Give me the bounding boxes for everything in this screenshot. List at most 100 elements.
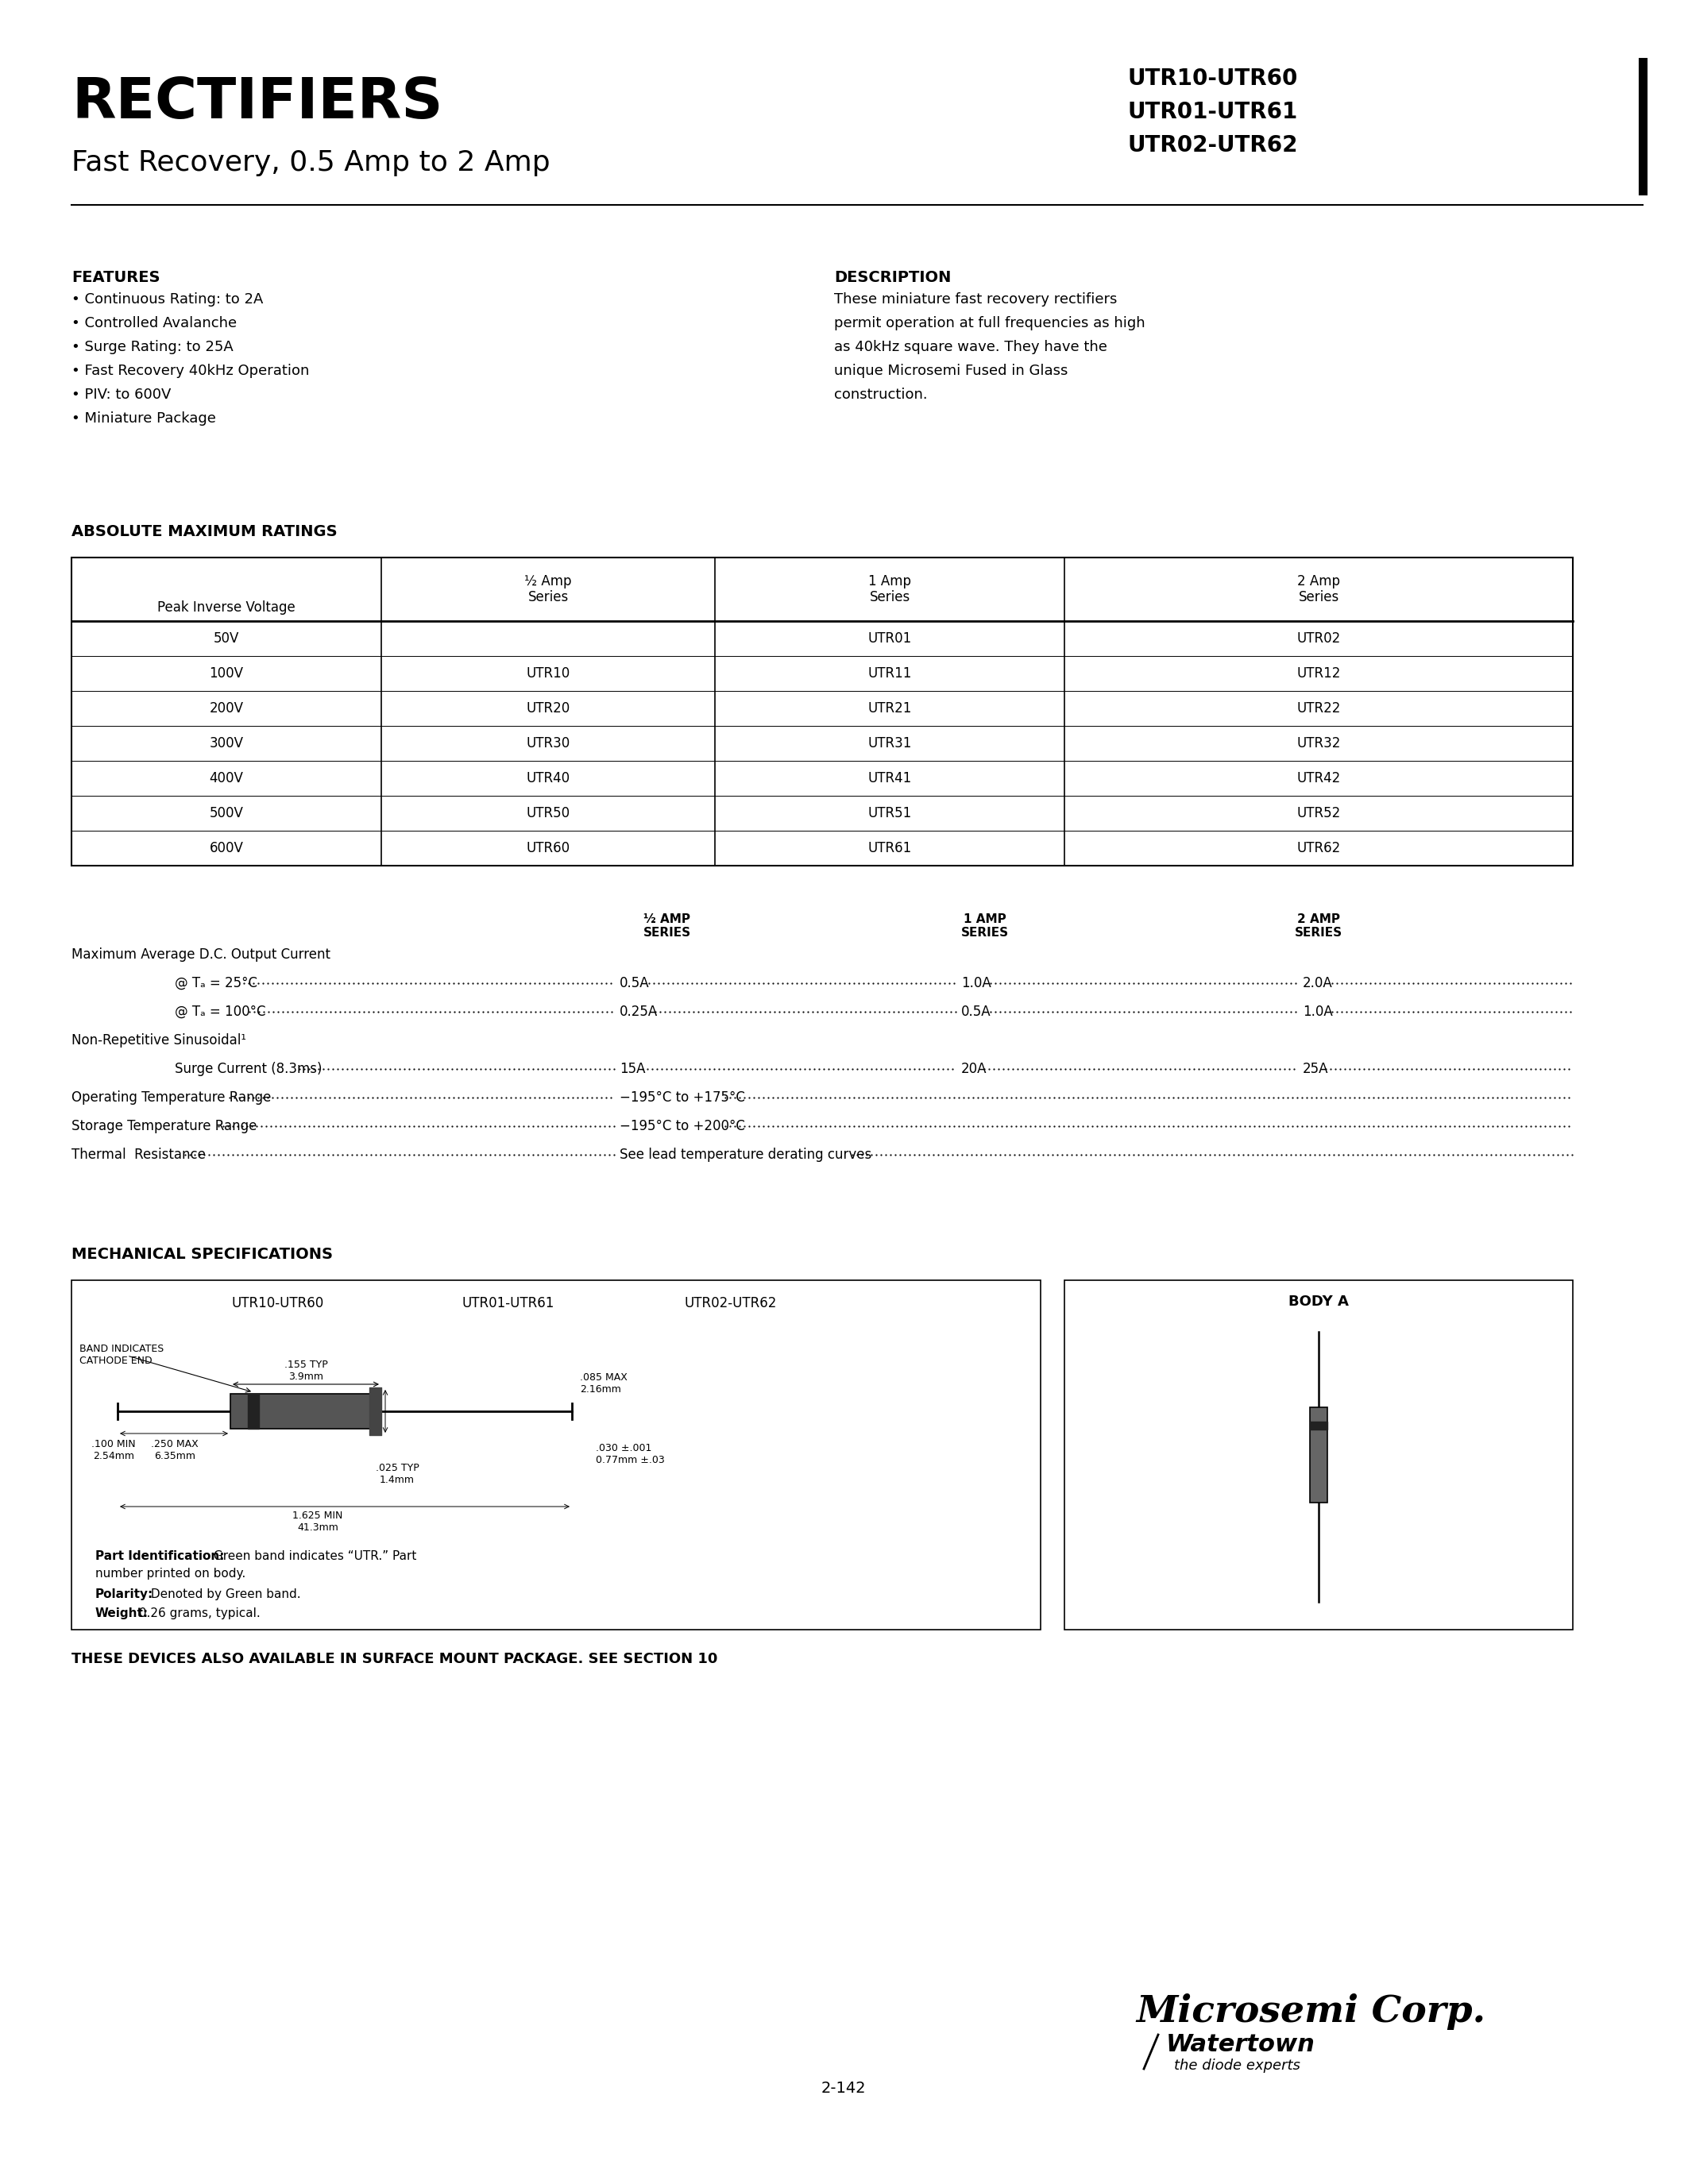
- Text: 400V: 400V: [209, 771, 243, 786]
- Text: • Surge Rating: to 25A: • Surge Rating: to 25A: [71, 341, 233, 354]
- Text: 600V: 600V: [209, 841, 243, 856]
- Text: .155 TYP
3.9mm: .155 TYP 3.9mm: [284, 1361, 327, 1382]
- Text: UTR10: UTR10: [527, 666, 571, 681]
- Text: UTR41: UTR41: [868, 771, 912, 786]
- Text: permit operation at full frequencies as high: permit operation at full frequencies as …: [834, 317, 1144, 330]
- Text: UTR62: UTR62: [1296, 841, 1340, 856]
- Text: the diode experts: the diode experts: [1175, 2060, 1300, 2073]
- Text: UTR32: UTR32: [1296, 736, 1340, 751]
- Text: UTR01-UTR61: UTR01-UTR61: [1128, 100, 1298, 122]
- Text: UTR02-UTR62: UTR02-UTR62: [1128, 133, 1298, 157]
- Text: −195°C to +200°C: −195°C to +200°C: [619, 1118, 744, 1133]
- Text: UTR21: UTR21: [868, 701, 912, 716]
- Text: Storage Temperature Range: Storage Temperature Range: [71, 1118, 257, 1133]
- Text: UTR10-UTR60: UTR10-UTR60: [1128, 68, 1298, 90]
- Text: UTR42: UTR42: [1296, 771, 1340, 786]
- Text: .025 TYP
1.4mm: .025 TYP 1.4mm: [375, 1463, 419, 1485]
- Text: Green band indicates “UTR.” Part: Green band indicates “UTR.” Part: [209, 1551, 417, 1562]
- Text: RECTIFIERS: RECTIFIERS: [71, 76, 442, 131]
- Text: • Controlled Avalanche: • Controlled Avalanche: [71, 317, 236, 330]
- Text: Surge Current (8.3ms): Surge Current (8.3ms): [176, 1061, 322, 1077]
- Text: THESE DEVICES ALSO AVAILABLE IN SURFACE MOUNT PACKAGE. SEE SECTION 10: THESE DEVICES ALSO AVAILABLE IN SURFACE …: [71, 1651, 717, 1666]
- Bar: [230, 1393, 381, 1428]
- Text: UTR31: UTR31: [868, 736, 912, 751]
- Text: See lead temperature derating curves: See lead temperature derating curves: [619, 1147, 871, 1162]
- Text: ABSOLUTE MAXIMUM RATINGS: ABSOLUTE MAXIMUM RATINGS: [71, 524, 338, 539]
- Text: UTR12: UTR12: [1296, 666, 1340, 681]
- Bar: [71, 1280, 1040, 1629]
- Text: unique Microsemi Fused in Glass: unique Microsemi Fused in Glass: [834, 365, 1069, 378]
- Text: ½ AMP
SERIES: ½ AMP SERIES: [643, 913, 690, 939]
- Text: UTR11: UTR11: [868, 666, 912, 681]
- Text: Thermal  Resistance: Thermal Resistance: [71, 1147, 206, 1162]
- Text: 500V: 500V: [209, 806, 243, 821]
- Text: MECHANICAL SPECIFICATIONS: MECHANICAL SPECIFICATIONS: [71, 1247, 333, 1262]
- Text: DESCRIPTION: DESCRIPTION: [834, 271, 950, 286]
- Text: number printed on body.: number printed on body.: [95, 1568, 246, 1579]
- Text: • Continuous Rating: to 2A: • Continuous Rating: to 2A: [71, 293, 263, 306]
- Text: UTR60: UTR60: [527, 841, 571, 856]
- Text: UTR02: UTR02: [1296, 631, 1340, 646]
- Text: 20A: 20A: [960, 1061, 987, 1077]
- Text: UTR40: UTR40: [527, 771, 571, 786]
- Text: UTR10-UTR60: UTR10-UTR60: [231, 1295, 324, 1310]
- Text: UTR61: UTR61: [868, 841, 912, 856]
- Text: UTR02-UTR62: UTR02-UTR62: [685, 1295, 776, 1310]
- Text: 200V: 200V: [209, 701, 243, 716]
- Text: .250 MAX
6.35mm: .250 MAX 6.35mm: [150, 1439, 199, 1461]
- Text: Peak Inverse Voltage: Peak Inverse Voltage: [157, 601, 295, 614]
- Text: Non-Repetitive Sinusoidal¹: Non-Repetitive Sinusoidal¹: [71, 1033, 246, 1048]
- Text: Denoted by Green band.: Denoted by Green band.: [147, 1588, 300, 1601]
- Text: Watertown: Watertown: [1166, 2033, 1315, 2055]
- Text: Microsemi Corp.: Microsemi Corp.: [1136, 1994, 1485, 2029]
- Text: 2-142: 2-142: [820, 2081, 866, 2097]
- Text: 100V: 100V: [209, 666, 243, 681]
- Text: UTR51: UTR51: [868, 806, 912, 821]
- Text: 15A: 15A: [619, 1061, 645, 1077]
- Bar: [1310, 1406, 1327, 1503]
- Text: 0.25A: 0.25A: [619, 1005, 658, 1020]
- Text: BAND INDICATES
CATHODE END: BAND INDICATES CATHODE END: [79, 1343, 164, 1365]
- Text: UTR20: UTR20: [527, 701, 571, 716]
- Text: These miniature fast recovery rectifiers: These miniature fast recovery rectifiers: [834, 293, 1117, 306]
- Text: 2 AMP
SERIES: 2 AMP SERIES: [1295, 913, 1342, 939]
- Text: Part Identification:: Part Identification:: [95, 1551, 225, 1562]
- Text: 0.26 grams, typical.: 0.26 grams, typical.: [135, 1607, 260, 1618]
- Text: UTR01-UTR61: UTR01-UTR61: [463, 1295, 555, 1310]
- Text: construction.: construction.: [834, 387, 927, 402]
- Text: −195°C to +175°C: −195°C to +175°C: [619, 1090, 744, 1105]
- Text: UTR30: UTR30: [527, 736, 571, 751]
- Text: ½ Amp
Series: ½ Amp Series: [525, 574, 572, 605]
- Text: • Miniature Package: • Miniature Package: [71, 411, 216, 426]
- Text: FEATURES: FEATURES: [71, 271, 160, 286]
- Text: 1.625 MIN
41.3mm: 1.625 MIN 41.3mm: [292, 1511, 343, 1533]
- Text: 2.0A: 2.0A: [1303, 976, 1334, 989]
- Text: UTR01: UTR01: [868, 631, 912, 646]
- Text: 2 Amp
Series: 2 Amp Series: [1296, 574, 1340, 605]
- Text: UTR52: UTR52: [1296, 806, 1340, 821]
- Text: .100 MIN
2.54mm: .100 MIN 2.54mm: [91, 1439, 135, 1461]
- Text: Weight:: Weight:: [95, 1607, 149, 1618]
- Text: 50V: 50V: [213, 631, 240, 646]
- Text: .085 MAX
2.16mm: .085 MAX 2.16mm: [581, 1372, 628, 1396]
- Bar: [71, 557, 1573, 865]
- Text: @ Tₐ = 100°C: @ Tₐ = 100°C: [176, 1005, 265, 1020]
- Bar: [1065, 1280, 1573, 1629]
- Text: .030 ±.001
0.77mm ±.03: .030 ±.001 0.77mm ±.03: [596, 1444, 665, 1465]
- Text: 300V: 300V: [209, 736, 243, 751]
- Text: Polarity:: Polarity:: [95, 1588, 154, 1601]
- Text: • PIV: to 600V: • PIV: to 600V: [71, 387, 170, 402]
- Text: 0.5A: 0.5A: [619, 976, 650, 989]
- Text: UTR50: UTR50: [527, 806, 571, 821]
- Text: 1 Amp
Series: 1 Amp Series: [868, 574, 912, 605]
- Text: Maximum Average D.C. Output Current: Maximum Average D.C. Output Current: [71, 948, 331, 961]
- Text: 0.5A: 0.5A: [960, 1005, 991, 1020]
- Text: 1 AMP
SERIES: 1 AMP SERIES: [960, 913, 1009, 939]
- Text: UTR22: UTR22: [1296, 701, 1340, 716]
- Text: • Fast Recovery 40kHz Operation: • Fast Recovery 40kHz Operation: [71, 365, 309, 378]
- Text: BODY A: BODY A: [1288, 1295, 1349, 1308]
- Text: 25A: 25A: [1303, 1061, 1328, 1077]
- Text: Fast Recovery, 0.5 Amp to 2 Amp: Fast Recovery, 0.5 Amp to 2 Amp: [71, 149, 550, 177]
- Text: 1.0A: 1.0A: [1303, 1005, 1334, 1020]
- Text: as 40kHz square wave. They have the: as 40kHz square wave. They have the: [834, 341, 1107, 354]
